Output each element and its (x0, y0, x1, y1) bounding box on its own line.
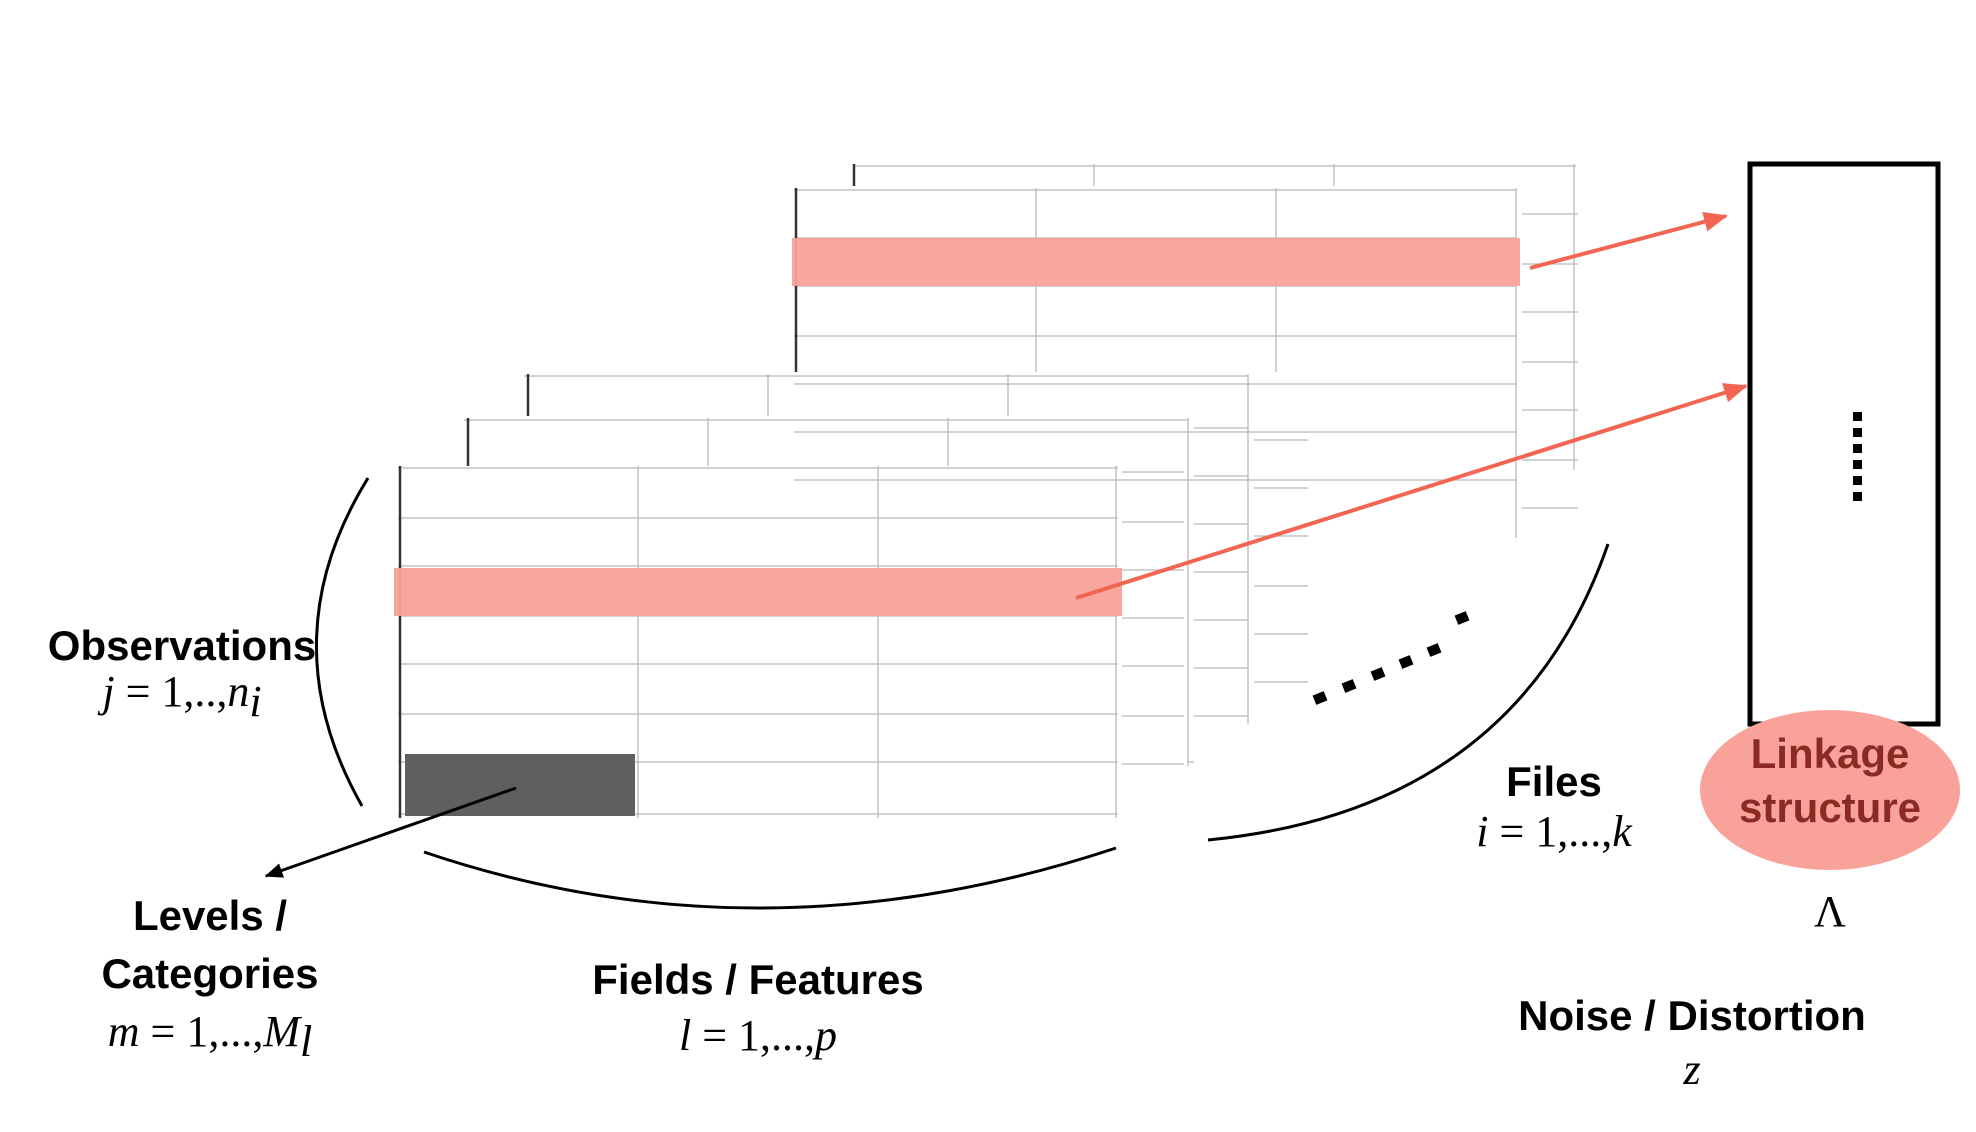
fields-brace (423, 846, 1117, 910)
linkage-symbol: Λ (1814, 887, 1846, 936)
files-math: i = 1,...,k (1476, 807, 1633, 856)
files-brace (1207, 543, 1610, 842)
observations-title: Observations (48, 622, 316, 669)
file-back (792, 164, 1578, 538)
levels-title-line1: Levels / (133, 892, 287, 939)
files-title: Files (1506, 758, 1602, 805)
arrow-front-record (1075, 383, 1748, 600)
file-front (394, 466, 1184, 818)
record-highlight-front (394, 568, 1122, 616)
file-middle (464, 374, 1308, 766)
levels-title-line2: Categories (101, 950, 318, 997)
linkage-box (1747, 161, 1941, 727)
noise-title: Noise / Distortion (1518, 992, 1866, 1039)
category-block (405, 754, 635, 816)
linkage-ellipse (1700, 710, 1960, 870)
files-ellipsis (1312, 611, 1470, 705)
linkage-label-line1: Linkage (1751, 730, 1910, 777)
fields-title: Fields / Features (592, 956, 923, 1003)
levels-math: m = 1,...,Ml (108, 1007, 313, 1066)
linkage-box-ellipsis (1853, 412, 1862, 501)
arrow-category (264, 786, 517, 878)
fields-math: l = 1,...,p (679, 1011, 837, 1060)
arrow-back-record (1529, 211, 1728, 270)
record-highlight-back (792, 238, 1520, 286)
linkage-label-line2: structure (1739, 784, 1921, 831)
observations-math: j = 1,..,ni (97, 667, 261, 726)
observations-brace (315, 477, 370, 807)
noise-symbol: z (1682, 1045, 1700, 1094)
